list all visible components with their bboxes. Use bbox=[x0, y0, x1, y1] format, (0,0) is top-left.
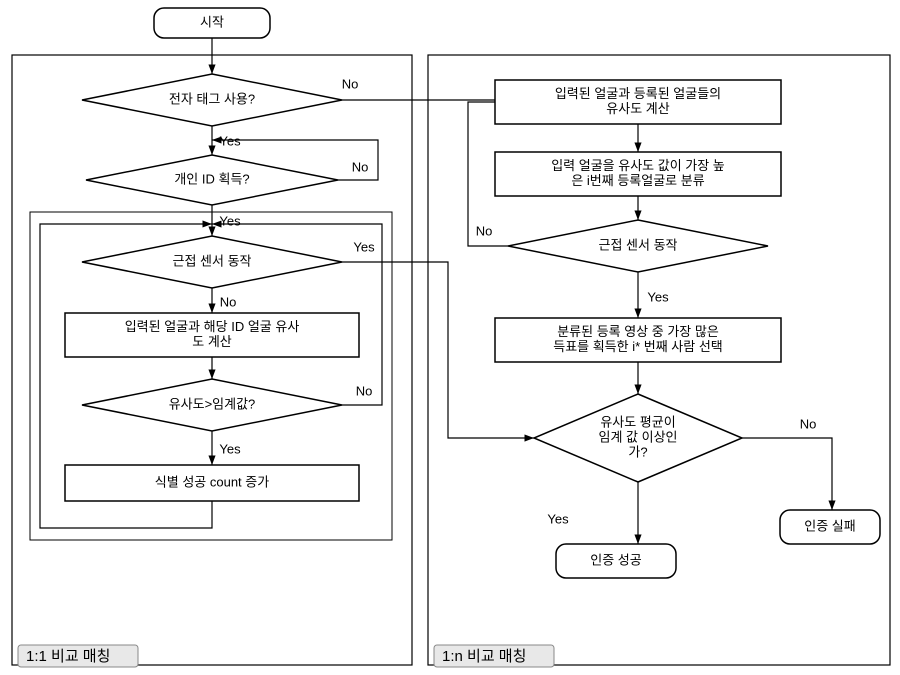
node-p_simL-line-0: 입력된 얼굴과 해당 ID 얼굴 유사 bbox=[125, 319, 300, 334]
node-d_avg-line-2: 가? bbox=[628, 444, 647, 459]
edge-label-14: No bbox=[356, 383, 373, 398]
node-p_vote-line-0: 분류된 등록 영상 중 가장 많은 bbox=[557, 324, 719, 339]
node-p_simL-line-1: 도 계산 bbox=[192, 334, 232, 349]
edge-label-16: Yes bbox=[353, 239, 375, 254]
edge-label-9: Yes bbox=[647, 289, 669, 304]
edge-label-1: Yes bbox=[219, 133, 241, 148]
node-d_tag-line-0: 전자 태그 사용? bbox=[169, 91, 255, 106]
node-d_thL-line-0: 유사도>임계값? bbox=[169, 396, 256, 411]
edge-label-11: Yes bbox=[547, 511, 569, 526]
node-r_succ-line-0: 인증 성공 bbox=[590, 552, 641, 567]
node-p_class-line-0: 입력 얼굴을 유사도 값이 가장 높 bbox=[551, 158, 725, 173]
edge-label-12: No bbox=[800, 416, 817, 431]
node-d_avg-line-1: 임계 값 이상인 bbox=[599, 429, 678, 444]
node-d_proxR-line-0: 근접 센서 동작 bbox=[599, 237, 678, 252]
node-p_class-line-1: 은 i번째 등록얼굴로 분류 bbox=[571, 173, 704, 188]
node-d_proxL-line-0: 근접 센서 동작 bbox=[173, 253, 252, 268]
node-p_vote-line-1: 득표를 획득한 i* 번째 사람 선택 bbox=[553, 339, 723, 354]
edge-label-2: Yes bbox=[219, 213, 241, 228]
edge-label-3: No bbox=[220, 294, 237, 309]
node-r_fail-line-0: 인증 실패 bbox=[804, 518, 855, 533]
panel-label-leftPanel: 1:1 비교 매칭 bbox=[26, 648, 110, 665]
node-d_id-line-0: 개인 ID 획득? bbox=[174, 171, 249, 186]
node-d_avg-line-0: 유사도 평균이 bbox=[600, 414, 675, 429]
edge-label-13: No bbox=[352, 159, 369, 174]
node-start-line-0: 시작 bbox=[200, 14, 224, 29]
panel-label-rightPanel: 1:n 비교 매칭 bbox=[442, 648, 526, 665]
edge-12 bbox=[742, 438, 832, 510]
node-p_count-line-0: 식별 성공 count 증가 bbox=[155, 474, 269, 489]
edge-label-17: No bbox=[476, 223, 493, 238]
edge-label-5: Yes bbox=[219, 441, 241, 456]
edge-label-6: No bbox=[342, 76, 359, 91]
node-p_simR-line-1: 유사도 계산 bbox=[606, 101, 669, 116]
node-p_simR-line-0: 입력된 얼굴과 등록된 얼굴들의 bbox=[555, 86, 721, 101]
